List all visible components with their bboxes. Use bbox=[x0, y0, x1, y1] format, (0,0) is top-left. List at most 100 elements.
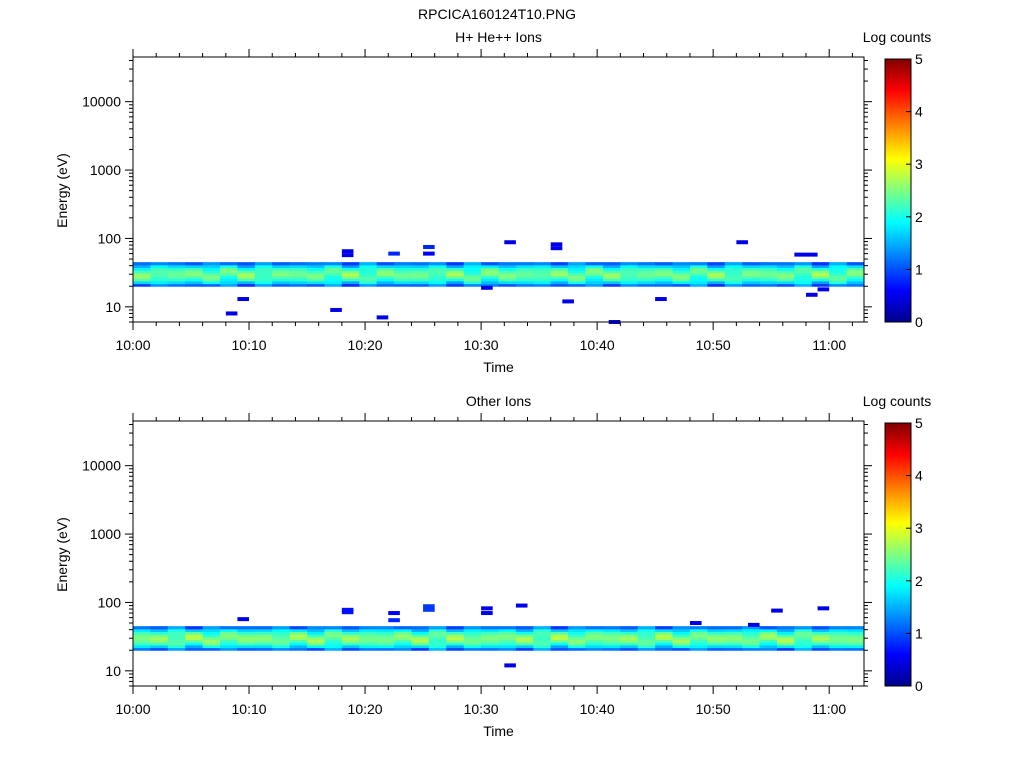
band-cell bbox=[602, 634, 621, 638]
band-cell bbox=[220, 267, 238, 271]
band-cell bbox=[550, 644, 569, 649]
band-cell bbox=[133, 628, 151, 633]
band-cell bbox=[202, 275, 221, 279]
band-cell bbox=[585, 272, 604, 277]
band-cell bbox=[289, 634, 308, 638]
band-cell bbox=[411, 278, 430, 282]
band-cell bbox=[428, 642, 447, 646]
count-cell bbox=[225, 311, 238, 316]
band-cell bbox=[254, 280, 273, 285]
band-cell bbox=[376, 283, 395, 287]
band-cell bbox=[742, 626, 761, 630]
band-cell bbox=[428, 628, 447, 633]
band-cell bbox=[707, 280, 726, 285]
band-cell bbox=[811, 278, 830, 282]
band-cell bbox=[498, 275, 517, 279]
band-cell bbox=[150, 628, 169, 633]
band-cell bbox=[150, 270, 169, 274]
count-cell bbox=[423, 244, 435, 249]
band-cell bbox=[637, 634, 656, 638]
band-cell bbox=[689, 639, 708, 643]
count-cell bbox=[481, 606, 493, 611]
band-cell bbox=[846, 644, 865, 649]
band-cell bbox=[637, 283, 656, 287]
colorbar-tick-label: 3 bbox=[915, 520, 923, 536]
band-cell bbox=[150, 267, 169, 271]
band-cell bbox=[254, 644, 273, 649]
band-cell bbox=[689, 262, 708, 266]
band-cell bbox=[568, 639, 587, 643]
band-cell bbox=[724, 647, 743, 651]
band-cell bbox=[655, 262, 674, 266]
band-cell bbox=[620, 267, 639, 271]
count-cell bbox=[237, 617, 250, 622]
band-cell bbox=[776, 642, 795, 646]
band-cell bbox=[202, 628, 221, 633]
band-cell bbox=[689, 272, 708, 277]
band-cell bbox=[359, 639, 378, 643]
band-cell bbox=[550, 631, 569, 635]
band-cell bbox=[620, 270, 639, 274]
band-cell bbox=[394, 626, 412, 630]
band-cell bbox=[411, 642, 430, 646]
band-cell bbox=[185, 280, 204, 285]
band-cell bbox=[776, 626, 795, 630]
band-cell bbox=[672, 642, 691, 646]
band-cell bbox=[742, 280, 761, 285]
band-cell bbox=[394, 267, 412, 271]
band-cell bbox=[481, 626, 499, 630]
band-cell bbox=[481, 636, 499, 641]
band-cell bbox=[811, 626, 830, 630]
count-cell bbox=[341, 607, 354, 612]
band-cell bbox=[446, 262, 465, 266]
band-cell bbox=[672, 280, 691, 285]
band-cell bbox=[220, 636, 238, 641]
band-cell bbox=[463, 631, 482, 635]
band-cell bbox=[742, 628, 761, 633]
band-cell bbox=[498, 647, 517, 651]
band-cell bbox=[307, 278, 325, 282]
band-cell bbox=[167, 628, 186, 633]
band-cell bbox=[707, 275, 726, 279]
band-cell bbox=[672, 270, 691, 274]
band-cell bbox=[707, 636, 726, 641]
count-cell bbox=[423, 607, 435, 612]
band-cell bbox=[742, 262, 761, 266]
band-cell bbox=[550, 634, 569, 638]
band-cell bbox=[794, 272, 813, 277]
band-cell bbox=[394, 636, 412, 641]
band-cell bbox=[776, 262, 795, 266]
band-cell bbox=[307, 647, 325, 651]
band-cell bbox=[672, 647, 691, 651]
colorbar-tick-label: 2 bbox=[915, 209, 923, 225]
count-cell bbox=[747, 622, 760, 627]
band-cell bbox=[411, 272, 430, 277]
band-cell bbox=[289, 636, 308, 641]
count-cell bbox=[481, 611, 493, 616]
band-cell bbox=[585, 275, 604, 279]
band-cell bbox=[167, 647, 186, 651]
band-cell bbox=[689, 264, 708, 269]
band-cell bbox=[794, 264, 813, 269]
band-cell bbox=[220, 270, 238, 274]
band-cell bbox=[150, 642, 169, 646]
band-cell bbox=[272, 634, 291, 638]
band-cell bbox=[307, 644, 325, 649]
band-cell bbox=[498, 272, 517, 277]
band-cell bbox=[550, 267, 569, 271]
band-cell bbox=[533, 634, 552, 638]
band-cell bbox=[254, 631, 273, 635]
band-cell bbox=[167, 270, 186, 274]
colorbar-label: Log counts bbox=[863, 29, 932, 45]
y-tick-label: 10 bbox=[105, 299, 121, 315]
band-cell bbox=[254, 628, 273, 633]
band-cell bbox=[428, 262, 447, 266]
band-cell bbox=[568, 647, 587, 651]
band-cell bbox=[829, 283, 848, 287]
band-cell bbox=[829, 634, 848, 638]
band-cell bbox=[515, 280, 534, 285]
y-tick-label: 1000 bbox=[90, 162, 121, 178]
band-cell bbox=[428, 644, 447, 649]
band-cell bbox=[254, 262, 273, 266]
band-cell bbox=[133, 272, 151, 277]
